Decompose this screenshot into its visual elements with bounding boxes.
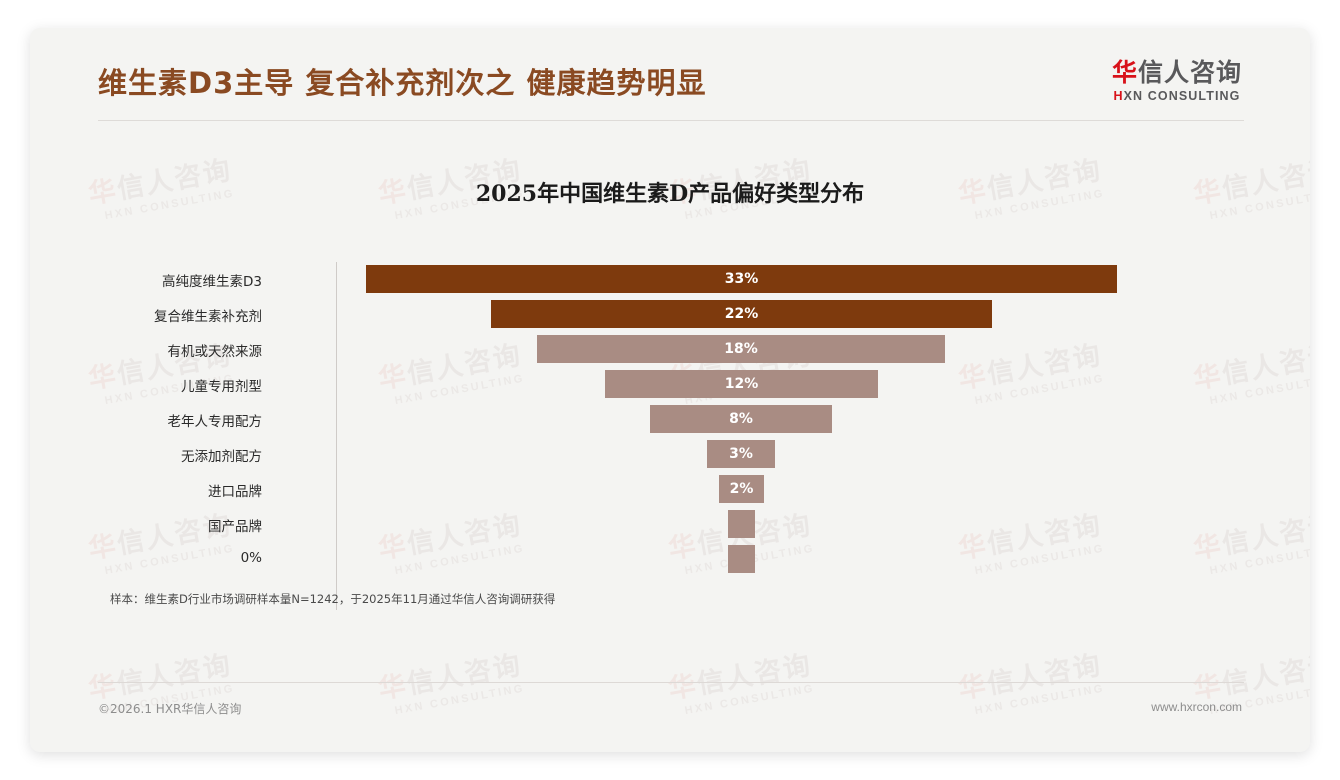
chart-title: 2025年中国维生素D产品偏好类型分布 xyxy=(475,181,865,207)
logo-chinese-text: 华信人咨询 xyxy=(1111,58,1242,87)
funnel-bar: 3% xyxy=(707,440,775,468)
logo-en-rest: XN CONSULTING xyxy=(1123,89,1241,104)
logo-cn-rest: 信人咨询 xyxy=(1137,58,1242,87)
funnel-category-label: 有机或天然来源 xyxy=(167,344,263,360)
funnel-category-label: 进口品牌 xyxy=(208,484,262,500)
logo-en-red: H xyxy=(1113,89,1124,104)
funnel-bar-value: 2% xyxy=(729,481,754,497)
funnel-bar: 12% xyxy=(605,370,878,398)
funnel-row: 高纯度维生素D3 33% xyxy=(30,262,1310,297)
funnel-bar: 2% xyxy=(719,475,764,503)
logo-english-text: HXN CONSULTING xyxy=(1112,89,1242,103)
category-axis-line xyxy=(336,262,337,610)
funnel-bar: 33% xyxy=(366,265,1117,293)
footer-divider xyxy=(98,682,1244,683)
funnel-rows: 高纯度维生素D3 33% 复合维生素补充剂 22% 有机或天然来源 18% 儿童专用剂型 12… xyxy=(30,262,1310,577)
funnel-bar: 22% xyxy=(491,300,992,328)
page-title: 维生素D3主导 复合补充剂次之 健康趋势明显 xyxy=(98,66,707,100)
funnel-bar xyxy=(728,545,755,573)
funnel-bar-value: 12% xyxy=(724,376,759,392)
funnel-bar-value: 3% xyxy=(729,446,753,462)
funnel-category-label: 复合维生素补充剂 xyxy=(154,309,262,325)
funnel-row: 老年人专用配方 8% xyxy=(30,402,1310,437)
funnel-row: 0% xyxy=(30,542,1310,577)
chart-container: 2025年中国维生素D产品偏好类型分布 高纯度维生素D3 33% 复合维生素补充剂 2… xyxy=(30,122,1310,682)
website-url: www.hxrcon.com xyxy=(1151,700,1242,714)
funnel-category-label: 无添加剂配方 xyxy=(181,449,262,465)
slide-footer: ©2026.1 HXR华信人咨询 www.hxrcon.com xyxy=(30,690,1310,730)
funnel-bar: 8% xyxy=(650,405,832,433)
funnel-row: 有机或天然来源 18% xyxy=(30,332,1310,367)
funnel-bar: 18% xyxy=(537,335,945,363)
funnel-row: 进口品牌 2% xyxy=(30,472,1310,507)
sample-footnote: 样本：维生素D行业市场调研样本量N=1242，于2025年11月通过华信人咨询调… xyxy=(110,592,556,606)
funnel-row: 复合维生素补充剂 22% xyxy=(30,297,1310,332)
funnel-row: 无添加剂配方 3% xyxy=(30,437,1310,472)
slide-header: 维生素D3主导 复合补充剂次之 健康趋势明显 华信人咨询 HXN CONSULT… xyxy=(30,28,1310,122)
funnel-bar-value: 18% xyxy=(724,341,758,357)
copyright-text: ©2026.1 HXR华信人咨询 xyxy=(98,702,242,716)
funnel-category-label: 高纯度维生素D3 xyxy=(162,274,262,290)
funnel-bar-value: 33% xyxy=(724,271,759,287)
funnel-bar xyxy=(728,510,755,538)
funnel-row: 儿童专用剂型 12% xyxy=(30,367,1310,402)
funnel-bar-value: 8% xyxy=(729,411,753,427)
funnel-bar-value: 22% xyxy=(724,306,759,322)
funnel-category-label: 老年人专用配方 xyxy=(167,414,263,430)
funnel-row: 国产品牌 xyxy=(30,507,1310,542)
header-divider xyxy=(98,120,1244,121)
funnel-chart-plot: 高纯度维生素D3 33% 复合维生素补充剂 22% 有机或天然来源 18% 儿童专用剂型 12… xyxy=(30,262,1310,632)
logo-cn-red: 华 xyxy=(1111,58,1138,87)
brand-logo: 华信人咨询 HXN CONSULTING xyxy=(1111,58,1242,103)
funnel-category-label: 国产品牌 xyxy=(208,519,262,535)
funnel-category-label: 0% xyxy=(240,550,262,566)
slide-card: 华信人咨询 HXN CONSULTING 华信人咨询 HXN CONSULTING 华信… xyxy=(30,28,1310,752)
funnel-category-label: 儿童专用剂型 xyxy=(181,379,262,395)
